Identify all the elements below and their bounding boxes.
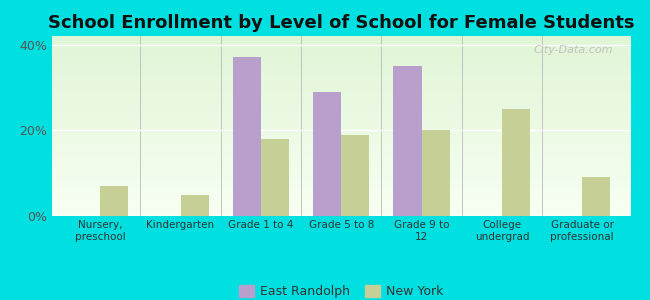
Bar — [502, 109, 530, 216]
Bar — [422, 130, 450, 216]
Title: School Enrollment by Level of School for Female Students: School Enrollment by Level of School for… — [48, 14, 634, 32]
Legend: East Randolph, New York: East Randolph, New York — [234, 280, 448, 300]
Bar — [582, 177, 610, 216]
Bar — [313, 92, 341, 216]
Bar — [261, 139, 289, 216]
Bar — [341, 135, 369, 216]
Text: City-Data.com: City-Data.com — [534, 45, 613, 55]
Bar — [233, 57, 261, 216]
Bar — [181, 195, 209, 216]
Bar — [393, 66, 422, 216]
Bar — [100, 186, 128, 216]
